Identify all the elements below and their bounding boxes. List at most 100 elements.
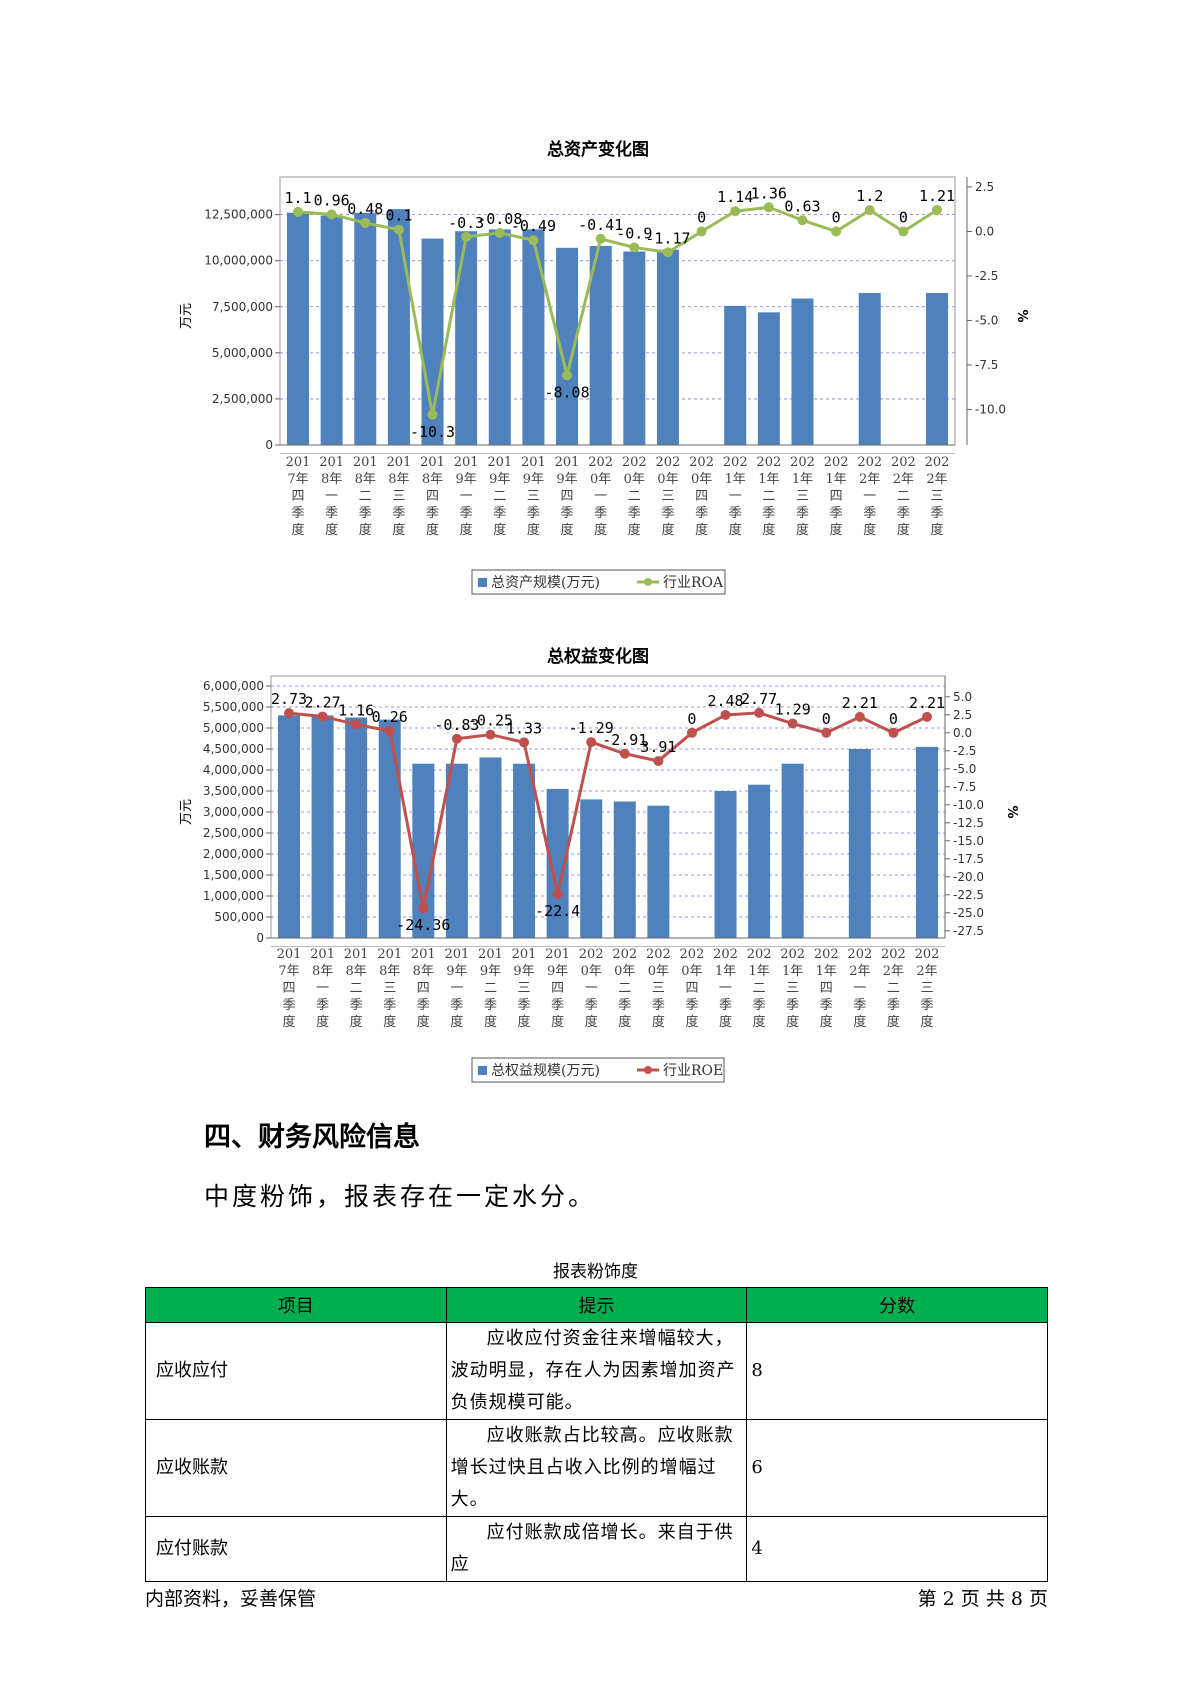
x-tick-label: 季 <box>853 998 866 1013</box>
data-label: -1.29 <box>569 719 614 737</box>
x-tick-label: 8年 <box>312 964 333 979</box>
line-point <box>831 226 842 237</box>
x-tick-label: 8年 <box>388 472 409 487</box>
x-tick-label: 202 <box>847 947 872 962</box>
row-score: 6 <box>746 1419 1048 1517</box>
x-tick-label: 四 <box>282 981 295 996</box>
data-label: 0 <box>822 710 831 728</box>
y-tick-label: 0 <box>256 931 264 945</box>
x-tick-label: 度 <box>695 522 708 538</box>
y-tick-label: 5,500,000 <box>203 700 264 714</box>
x-tick-label: 0年 <box>581 964 602 979</box>
x-tick-label: 201 <box>277 947 302 962</box>
y2-tick-label: -5.0 <box>953 762 976 776</box>
x-tick-label: 度 <box>652 1014 665 1030</box>
x-tick-label: 季 <box>685 998 698 1013</box>
bar <box>412 763 435 938</box>
x-tick-label: 202 <box>612 947 637 962</box>
x-tick-label: 季 <box>930 506 943 521</box>
x-tick-label: 度 <box>685 1014 698 1030</box>
x-tick-label: 1年 <box>792 472 813 487</box>
y2-tick-label: -22.5 <box>953 888 984 902</box>
x-tick-label: 季 <box>484 998 497 1013</box>
x-tick-label: 201 <box>512 947 537 962</box>
x-tick-label: 8年 <box>413 964 434 979</box>
line-point <box>763 202 774 213</box>
x-tick-label: 202 <box>622 455 647 470</box>
x-tick-label: 度 <box>484 1014 497 1030</box>
x-tick-label: 201 <box>344 947 369 962</box>
bar <box>278 715 300 938</box>
x-tick-label: 度 <box>830 522 843 538</box>
data-label: 1.33 <box>506 719 542 737</box>
line-point <box>494 227 505 238</box>
y-tick-label: 2,500,000 <box>203 826 264 840</box>
line-point <box>686 727 697 738</box>
data-label: 1.36 <box>751 184 787 202</box>
x-tick-label: 202 <box>814 947 839 962</box>
y-tick-label: 500,000 <box>214 910 264 924</box>
x-tick-label: 季 <box>417 998 430 1013</box>
whitewash-table: 项目 提示 分数 应收应付 应收应付资金往来增幅较大，波动明显，存在人为因素增加… <box>145 1287 1048 1582</box>
x-tick-label: 201 <box>555 455 580 470</box>
x-tick-label: 度 <box>493 522 506 538</box>
x-tick-label: 二 <box>762 489 775 504</box>
legend-label-line: 行业ROE <box>663 1063 723 1079</box>
risk-summary-text: 中度粉饰，报表存在一定水分。 <box>204 1182 597 1211</box>
line-point <box>552 889 563 900</box>
x-tick-label: 度 <box>460 522 473 538</box>
x-tick-label: 季 <box>383 998 396 1013</box>
x-tick-label: 202 <box>656 455 681 470</box>
y2-tick-label: -15.0 <box>953 834 984 848</box>
y2-tick-label: -25.0 <box>953 906 984 920</box>
x-tick-label: 1年 <box>758 472 779 487</box>
x-tick-label: 度 <box>887 1014 900 1030</box>
y2-tick-label: -10.0 <box>953 798 984 812</box>
x-tick-label: 季 <box>594 506 607 521</box>
x-tick-label: 2年 <box>893 472 914 487</box>
line-point <box>854 711 865 722</box>
x-tick-label: 度 <box>863 522 876 538</box>
x-tick-label: 一 <box>316 981 329 996</box>
x-tick-label: 0年 <box>590 472 611 487</box>
line-point <box>418 903 429 914</box>
x-tick-label: 度 <box>820 1014 833 1030</box>
data-label: -0.9 <box>616 224 652 242</box>
line-point <box>696 226 707 237</box>
data-label: -22.4 <box>535 902 580 920</box>
line-point <box>720 709 731 720</box>
y-tick-label: 10,000,000 <box>204 254 273 268</box>
bar <box>479 757 502 938</box>
line-point <box>528 235 539 246</box>
y-tick-label: 3,500,000 <box>203 784 264 798</box>
line-point <box>461 231 472 242</box>
x-tick-label: 0年 <box>648 964 669 979</box>
line-point <box>898 226 909 237</box>
x-tick-label: 一 <box>325 489 338 504</box>
x-tick-label: 一 <box>585 981 598 996</box>
x-tick-label: 202 <box>891 455 916 470</box>
x-tick-label: 201 <box>545 947 570 962</box>
bar <box>781 763 804 938</box>
x-tick-label: 度 <box>594 522 607 538</box>
x-tick-label: 度 <box>661 522 674 538</box>
data-label: 3.91 <box>640 738 676 756</box>
x-tick-label: 201 <box>310 947 335 962</box>
x-tick-label: 一 <box>863 489 876 504</box>
x-tick-label: 202 <box>689 455 714 470</box>
x-tick-label: 季 <box>661 506 674 521</box>
x-tick-label: 度 <box>383 1014 396 1030</box>
data-label: 2.21 <box>842 694 878 712</box>
line-point <box>629 242 640 253</box>
category-axis-rule <box>280 453 955 454</box>
x-tick-label: 三 <box>383 981 396 996</box>
line-point <box>730 206 741 217</box>
line-point <box>284 708 294 719</box>
x-tick-label: 201 <box>411 947 436 962</box>
line-point <box>797 215 808 226</box>
line-point <box>754 707 765 718</box>
bar <box>623 251 646 445</box>
data-label: -24.36 <box>396 916 450 934</box>
table-caption: 报表粉饰度 <box>553 1262 638 1282</box>
line-series <box>297 205 938 416</box>
